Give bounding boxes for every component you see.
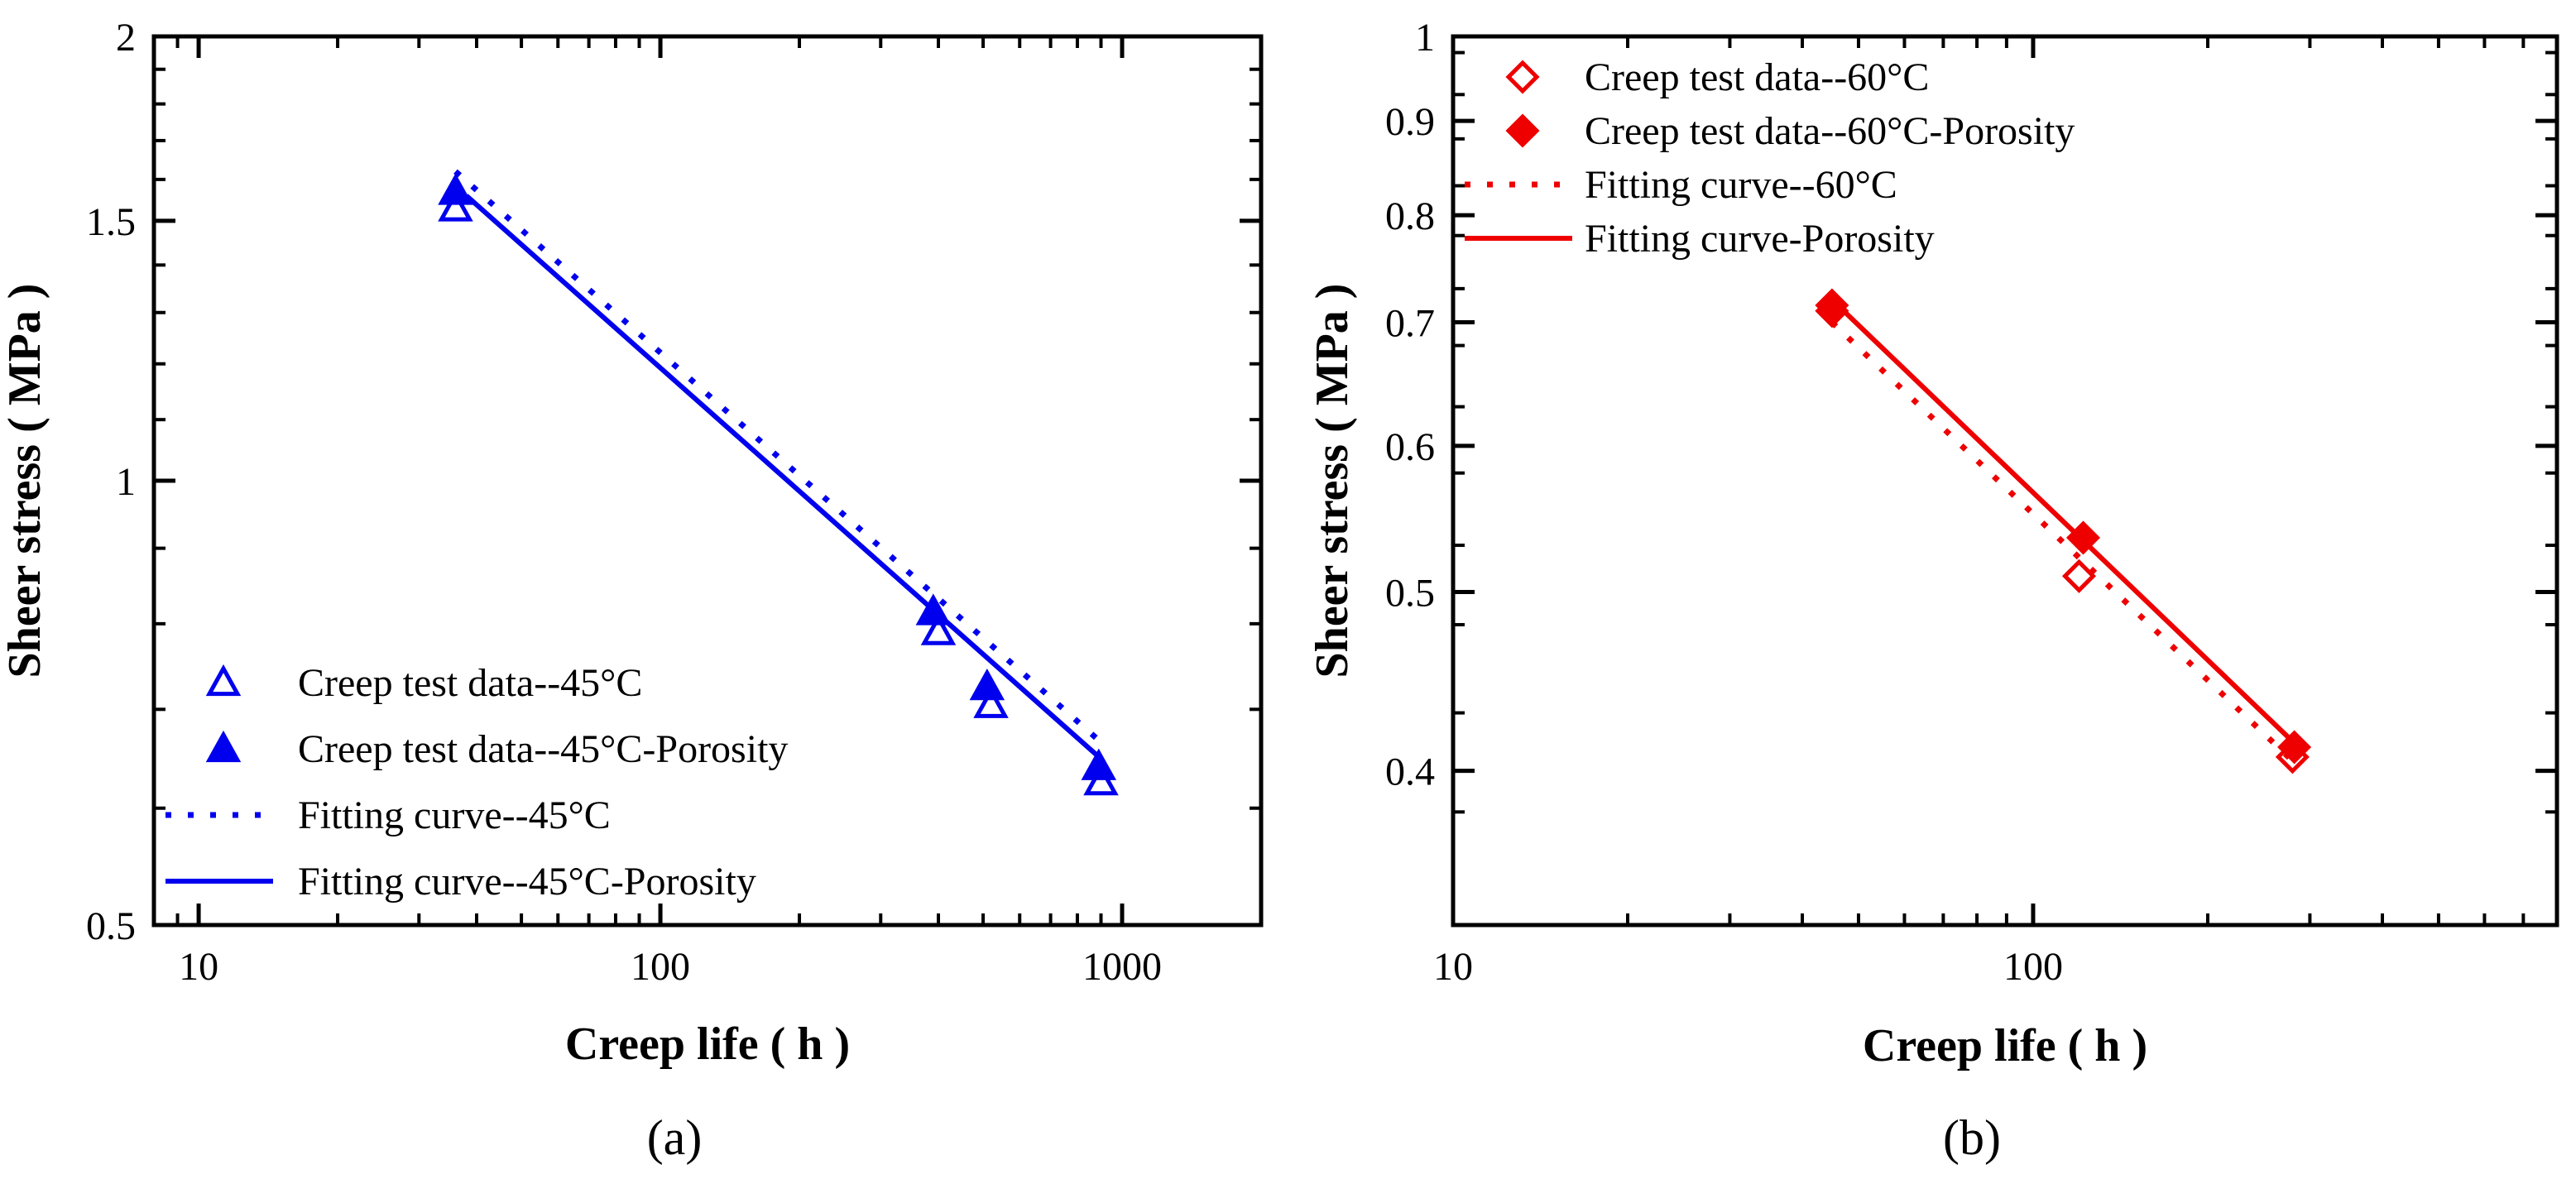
x-tick-label: 100 bbox=[631, 945, 690, 989]
fit-line bbox=[453, 169, 1103, 745]
y-tick-label: 1 bbox=[116, 460, 136, 504]
panel-label: (b) bbox=[1943, 1110, 2001, 1165]
fit-line bbox=[1830, 319, 2295, 764]
x-tick-label: 1000 bbox=[1082, 945, 1162, 989]
x-tick-label: 10 bbox=[179, 945, 218, 989]
y-tick-label: 1 bbox=[1415, 16, 1435, 60]
legend-entry: Fitting curve--45°C-Porosity bbox=[165, 860, 756, 904]
fit-line bbox=[1830, 298, 2295, 744]
panel-label: (a) bbox=[647, 1110, 703, 1165]
legend-label: Creep test data--45°C bbox=[298, 661, 642, 705]
data-point bbox=[1815, 288, 1849, 323]
panel-a: 10 100 1000 0.5 1 1.5 2 Creep life ( h ) Sheer s… bbox=[0, 16, 1264, 1165]
legend-label: Fitting curve--45°C-Porosity bbox=[298, 860, 756, 904]
data-point bbox=[2061, 558, 2097, 593]
y-tick-label: 2 bbox=[116, 16, 136, 60]
x-tick-label: 100 bbox=[2003, 945, 2063, 989]
series-1 bbox=[1815, 288, 2312, 765]
legend-entry: Fitting curve--60°C bbox=[1465, 163, 1897, 207]
data-point bbox=[969, 668, 1005, 701]
y-tick-label: 0.5 bbox=[86, 904, 136, 948]
fit-line bbox=[464, 194, 1103, 761]
legend-label: Creep test data--45°C-Porosity bbox=[298, 727, 788, 771]
legend-swatch bbox=[1505, 60, 1540, 94]
series-2 bbox=[453, 169, 1103, 745]
data-point bbox=[1083, 763, 1119, 796]
legend-label: Creep test data--60°C bbox=[1585, 55, 1929, 99]
data-point bbox=[920, 613, 957, 645]
legend-entry: Fitting curve--45°C bbox=[165, 793, 611, 837]
y-tick-label: 0.7 bbox=[1385, 302, 1435, 346]
legend-entry: Creep test data--45°C bbox=[205, 661, 642, 705]
x-axis-title: Creep life ( h ) bbox=[565, 1019, 850, 1070]
legend-entry: Creep test data--60°C-Porosity bbox=[1505, 109, 2075, 153]
x-axis-title: Creep life ( h ) bbox=[1863, 1020, 2147, 1071]
y-tick-label: 0.4 bbox=[1385, 750, 1435, 794]
legend-label: Fitting curve-Porosity bbox=[1585, 217, 1935, 261]
legend-label: Fitting curve--45°C bbox=[298, 793, 611, 837]
legend-swatch bbox=[205, 730, 242, 763]
data-point bbox=[973, 686, 1009, 718]
series-2 bbox=[1830, 319, 2295, 764]
legend-entry: Fitting curve-Porosity bbox=[1465, 217, 1935, 261]
y-tick-label: 0.5 bbox=[1385, 571, 1435, 615]
legend-entry: Creep test data--45°C-Porosity bbox=[205, 727, 788, 771]
series-3 bbox=[464, 194, 1103, 761]
data-point bbox=[438, 173, 473, 205]
data-point bbox=[1081, 748, 1117, 780]
legend-label: Creep test data--60°C-Porosity bbox=[1585, 109, 2075, 153]
y-tick-label: 0.8 bbox=[1385, 194, 1435, 238]
legend-label: Fitting curve--60°C bbox=[1585, 163, 1897, 207]
legend-entry: Creep test data--60°C bbox=[1505, 55, 1929, 99]
legend-swatch bbox=[1505, 113, 1540, 148]
series-0 bbox=[438, 189, 1119, 796]
y-tick-label: 1.5 bbox=[86, 200, 136, 244]
legend-swatch bbox=[205, 664, 242, 697]
y-tick-label: 0.6 bbox=[1385, 425, 1435, 469]
panel-b: 10 100 0.4 0.5 0.6 0.7 0.8 0.9 1 Creep life ( h )… bbox=[1307, 16, 2559, 1165]
data-point bbox=[438, 189, 473, 222]
y-tick-label: 0.9 bbox=[1385, 100, 1435, 144]
series-0 bbox=[1815, 294, 2310, 774]
x-tick-label: 10 bbox=[1433, 945, 1473, 989]
y-axis-title: Sheer stress ( MPa ) bbox=[1307, 284, 1358, 678]
series-3 bbox=[1830, 298, 2295, 744]
y-axis-title: Sheer stress ( MPa ) bbox=[0, 284, 50, 678]
